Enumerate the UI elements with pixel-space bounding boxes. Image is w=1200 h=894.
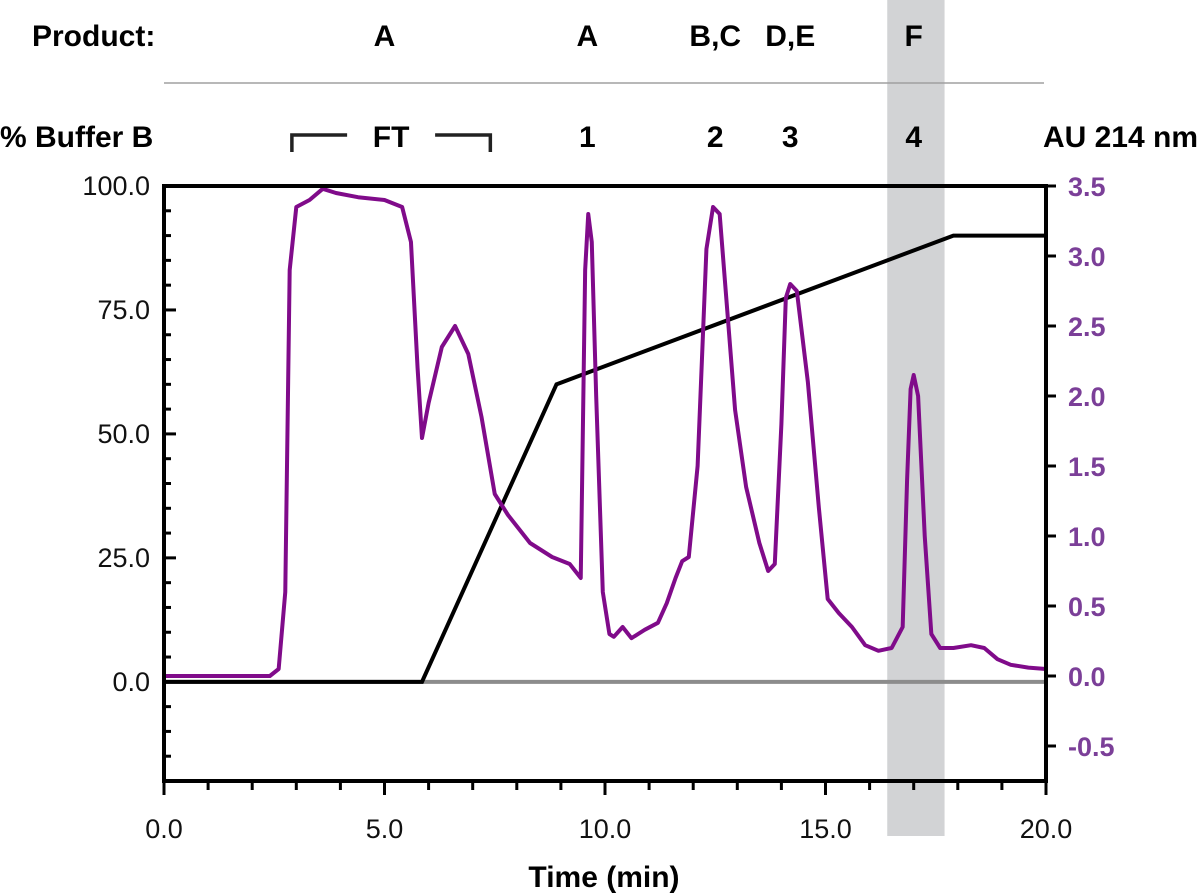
right-tick-label-6: 2.5 xyxy=(1068,312,1106,342)
absorbance-trace-line xyxy=(164,186,1047,678)
right-tick-label-5: 2.0 xyxy=(1068,382,1106,412)
left-tick-label-1: 25.0 xyxy=(97,543,150,573)
fraction-label-2: 2 xyxy=(707,121,724,154)
left-tick-label-3: 75.0 xyxy=(97,295,150,325)
right-axis-ticks: -0.5 0.0 0.5 1.0 1.5 2.0 2.5 3.0 3.5 xyxy=(1046,172,1115,762)
right-axis-title: AU 214 nm xyxy=(1043,121,1198,154)
fraction-label-4: 4 xyxy=(905,121,922,154)
fraction-4-highlight-band xyxy=(887,0,945,836)
product-label-3: D,E xyxy=(765,20,815,53)
x-tick-label-4: 20.0 xyxy=(1020,814,1073,844)
product-labels: A A B,C D,E F xyxy=(374,20,923,53)
product-row-label: Product: xyxy=(32,20,155,53)
x-axis-ticks: 0.0 5.0 10.0 15.0 20.0 xyxy=(145,781,1072,844)
ft-bracket-right xyxy=(435,133,493,152)
fraction-label-3: 3 xyxy=(782,121,799,154)
fraction-label-1: 1 xyxy=(579,121,596,154)
right-tick-label-7: 3.0 xyxy=(1068,242,1106,272)
right-tick-label-3: 1.0 xyxy=(1068,522,1106,552)
fraction-labels: 1 2 3 4 xyxy=(579,121,922,154)
right-tick-label-1: 0.0 xyxy=(1068,662,1106,692)
left-axis-title: % Buffer B xyxy=(0,121,153,154)
right-tick-label-0: -0.5 xyxy=(1068,732,1115,762)
x-tick-label-3: 15.0 xyxy=(799,814,852,844)
right-tick-label-4: 1.5 xyxy=(1068,452,1106,482)
product-label-4: F xyxy=(905,20,923,53)
left-tick-label-0: 0.0 xyxy=(112,667,150,697)
x-axis-title: Time (min) xyxy=(528,861,679,894)
x-tick-label-2: 10.0 xyxy=(579,814,632,844)
right-tick-label-2: 0.5 xyxy=(1068,592,1106,622)
product-label-0: A xyxy=(374,20,396,53)
left-axis-ticks: 0.0 25.0 50.0 75.0 100.0 xyxy=(82,171,176,783)
ft-label: FT xyxy=(373,121,410,154)
left-tick-label-4: 100.0 xyxy=(82,171,150,201)
ft-bracket: FT xyxy=(290,121,493,154)
buffer-b-gradient-line xyxy=(164,233,1046,684)
right-tick-label-8: 3.5 xyxy=(1068,172,1106,202)
product-label-1: A xyxy=(577,20,599,53)
ft-bracket-left xyxy=(290,133,348,152)
x-tick-label-1: 5.0 xyxy=(366,814,404,844)
plot-frame xyxy=(162,184,1048,783)
x-tick-label-0: 0.0 xyxy=(145,814,183,844)
product-label-2: B,C xyxy=(689,20,741,53)
left-tick-label-2: 50.0 xyxy=(97,419,150,449)
